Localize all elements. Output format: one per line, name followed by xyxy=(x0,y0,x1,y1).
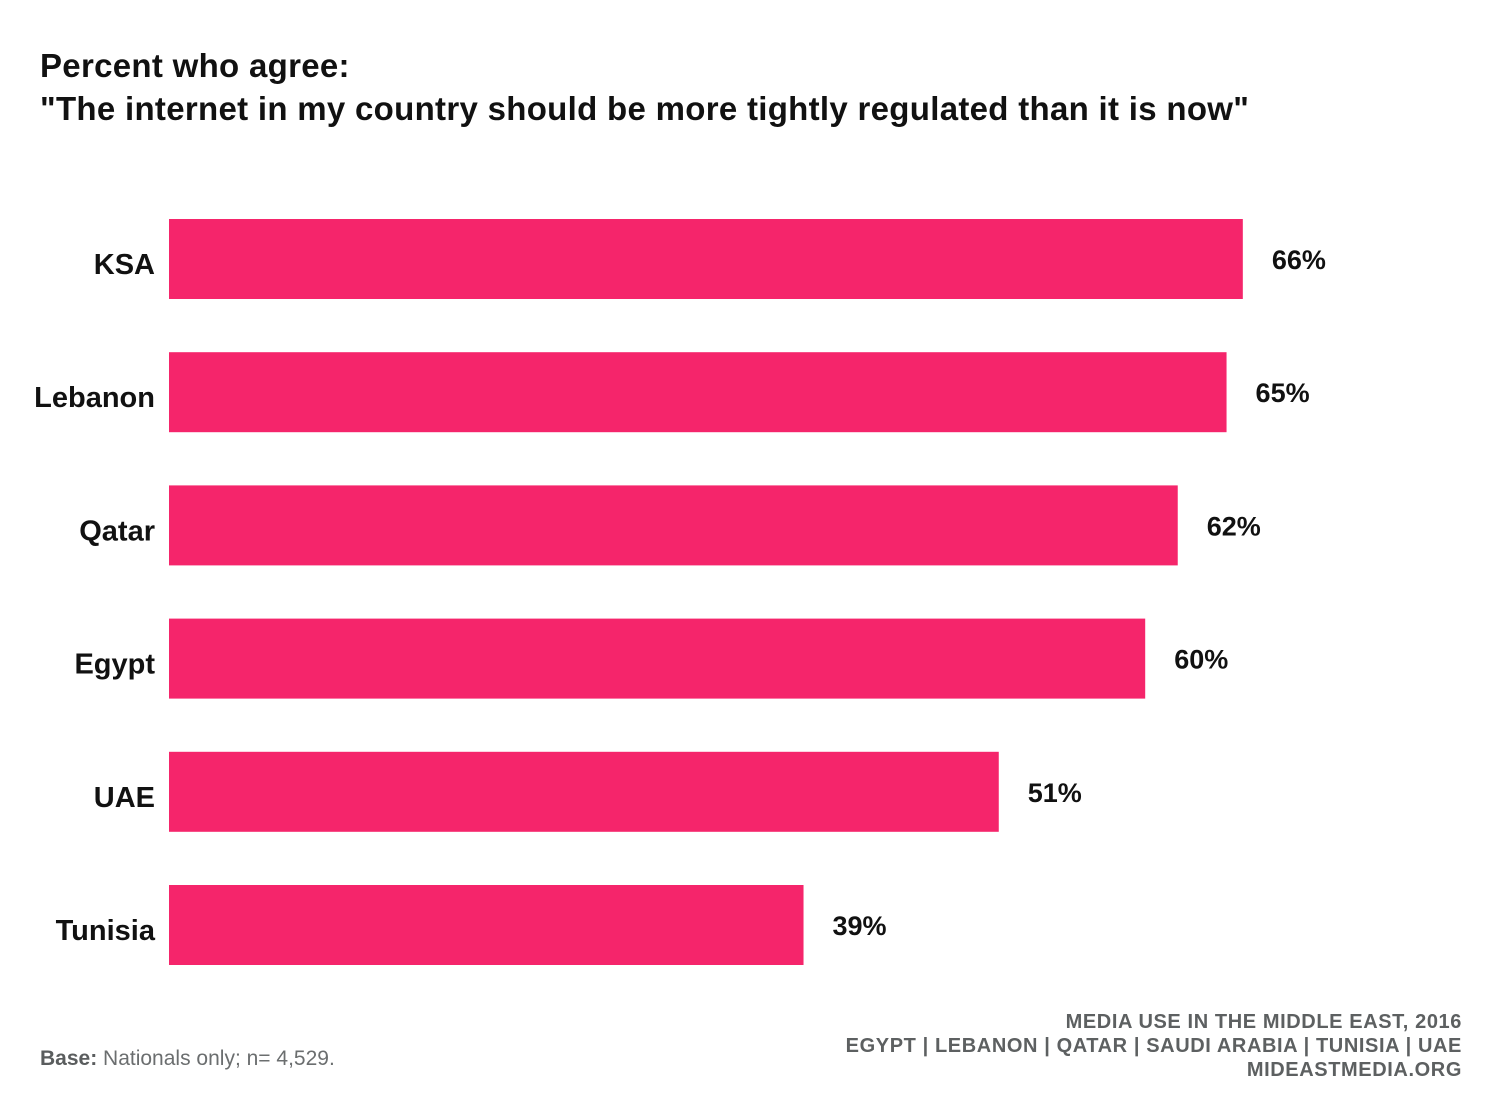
chart-title-line-1: Percent who agree: xyxy=(40,47,350,84)
base-note-text: Nationals only; n= 4,529. xyxy=(97,1047,335,1070)
category-label-uae: UAE xyxy=(94,782,155,814)
base-note: Base: Nationals only; n= 4,529. xyxy=(40,1047,335,1071)
category-label-lebanon: Lebanon xyxy=(34,382,155,414)
source-line-1: MEDIA USE IN THE MIDDLE EAST, 2016 xyxy=(1065,1011,1462,1033)
value-label-egypt: 60% xyxy=(1174,645,1228,675)
bar-ksa xyxy=(169,219,1243,299)
value-label-uae: 51% xyxy=(1028,778,1082,808)
category-label-ksa: KSA xyxy=(94,249,155,281)
chart-title-line-2: "The internet in my country should be mo… xyxy=(40,90,1250,127)
category-label-egypt: Egypt xyxy=(74,649,155,681)
bar-qatar xyxy=(169,485,1178,566)
bar-tunisia xyxy=(169,885,804,965)
value-label-ksa: 66% xyxy=(1272,245,1326,275)
base-note-label: Base: xyxy=(40,1047,98,1070)
category-label-qatar: Qatar xyxy=(79,515,155,547)
chart-title: Percent who agree: "The internet in my c… xyxy=(40,44,1249,130)
bar-egypt xyxy=(169,618,1146,699)
value-label-tunisia: 39% xyxy=(833,911,887,941)
source-line-2: EGYPT | LEBANON | QATAR | SAUDI ARABIA |… xyxy=(845,1035,1462,1057)
bar-lebanon xyxy=(169,352,1227,433)
value-label-qatar: 62% xyxy=(1207,511,1261,541)
source-credit: MEDIA USE IN THE MIDDLE EAST, 2016 EGYPT… xyxy=(846,1010,1462,1082)
bar-uae xyxy=(169,751,999,832)
category-label-tunisia: Tunisia xyxy=(56,915,156,947)
value-label-lebanon: 65% xyxy=(1256,378,1310,408)
source-line-3: MIDEASTMEDIA.ORG xyxy=(1246,1059,1462,1081)
